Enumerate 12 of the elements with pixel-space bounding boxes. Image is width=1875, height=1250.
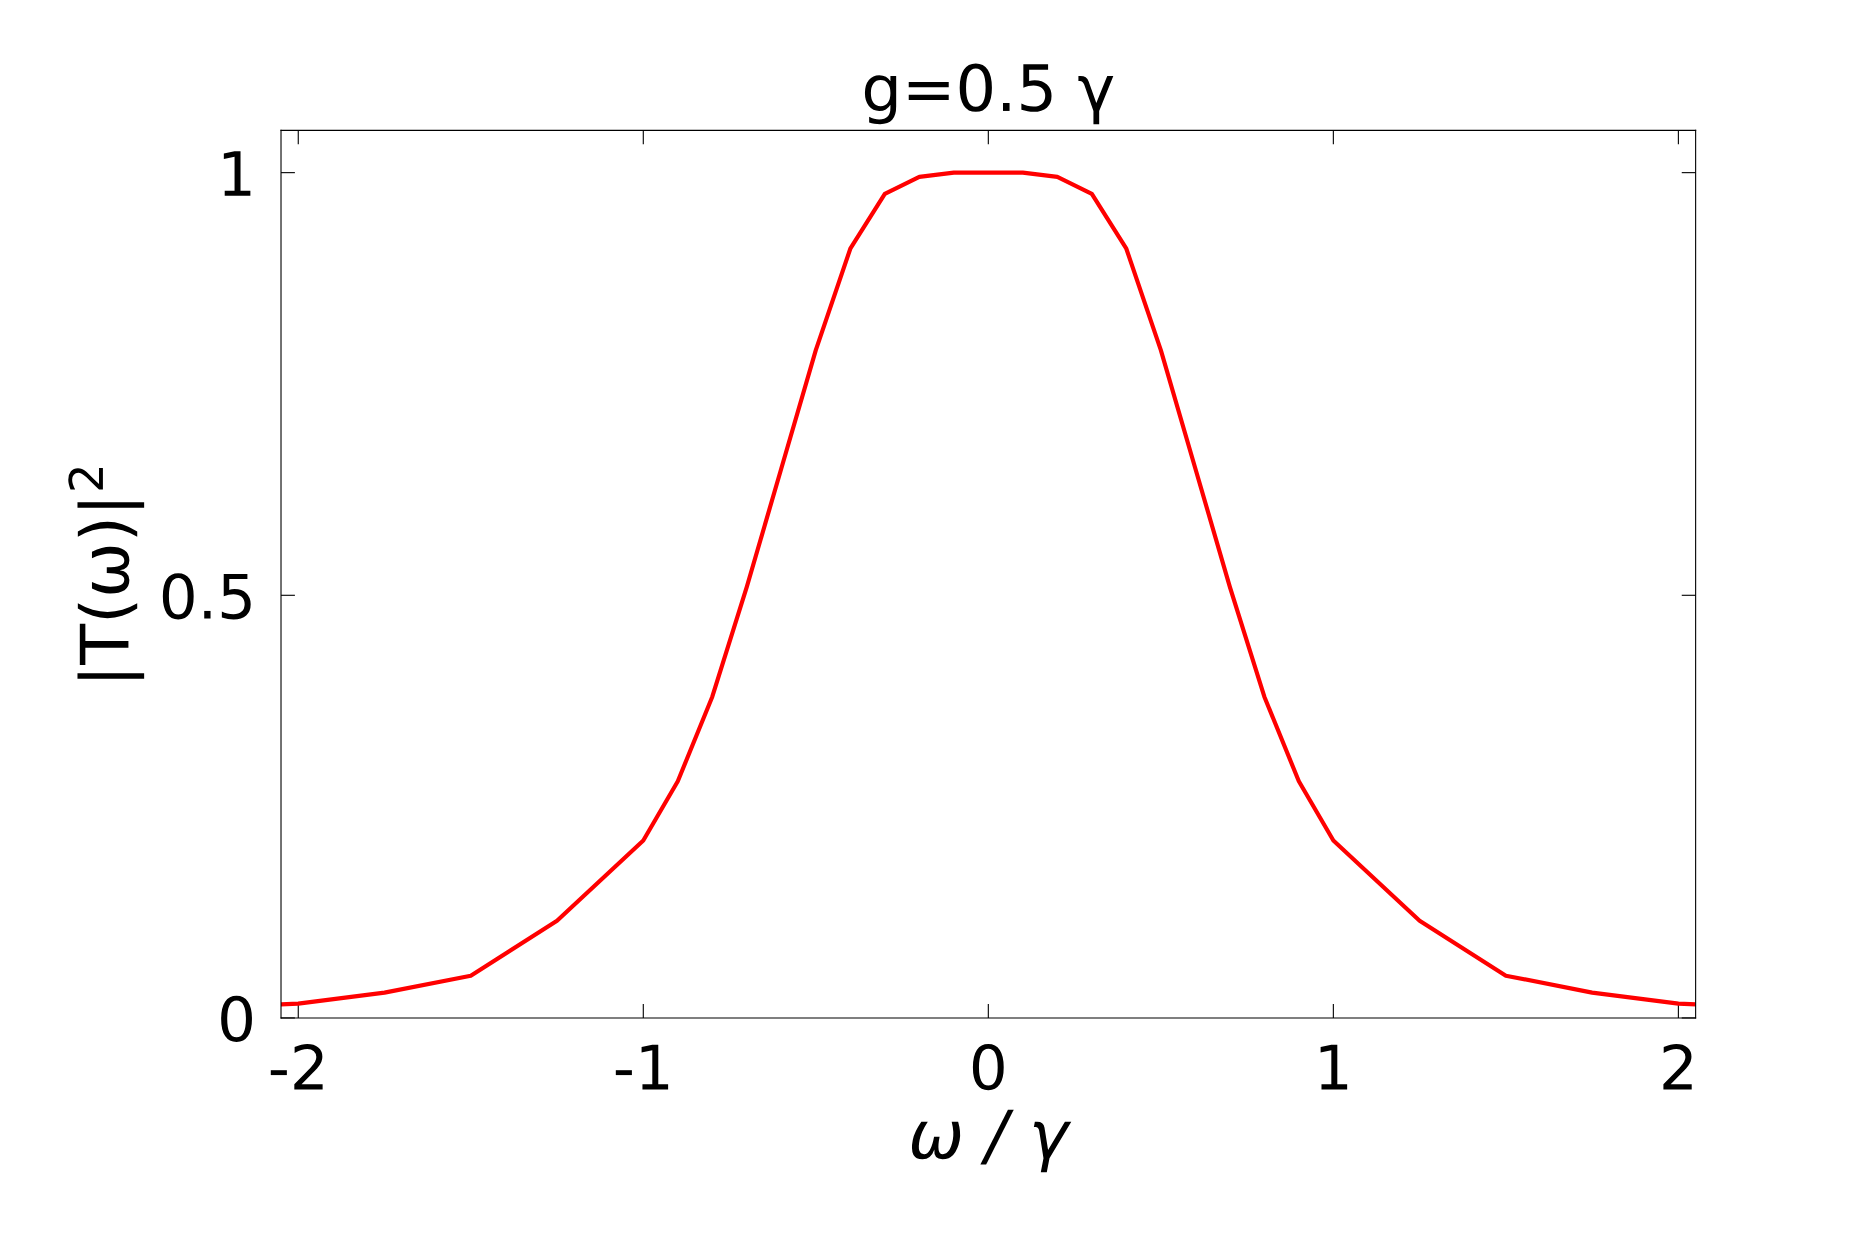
chart-title: g=0.5 γ bbox=[864, 63, 1114, 125]
y-tick-label: 0 bbox=[221, 995, 252, 1043]
x-tick-label: 0 bbox=[972, 1044, 1004, 1091]
y-axis-title: |T(ω)|$^{2}$ bbox=[68, 468, 145, 679]
x-tick-label: 2 bbox=[1663, 1044, 1692, 1090]
y-tick-label: 0.5 bbox=[162, 573, 251, 620]
y-tick-label: 1 bbox=[223, 151, 251, 196]
x-tick-label: 1 bbox=[1320, 1044, 1348, 1090]
x-tick-label: -2 bbox=[270, 1044, 323, 1090]
x-axis-title: ω / γ bbox=[911, 1109, 1072, 1173]
line-series bbox=[281, 170, 1696, 1007]
x-tick-label: -1 bbox=[615, 1044, 669, 1090]
